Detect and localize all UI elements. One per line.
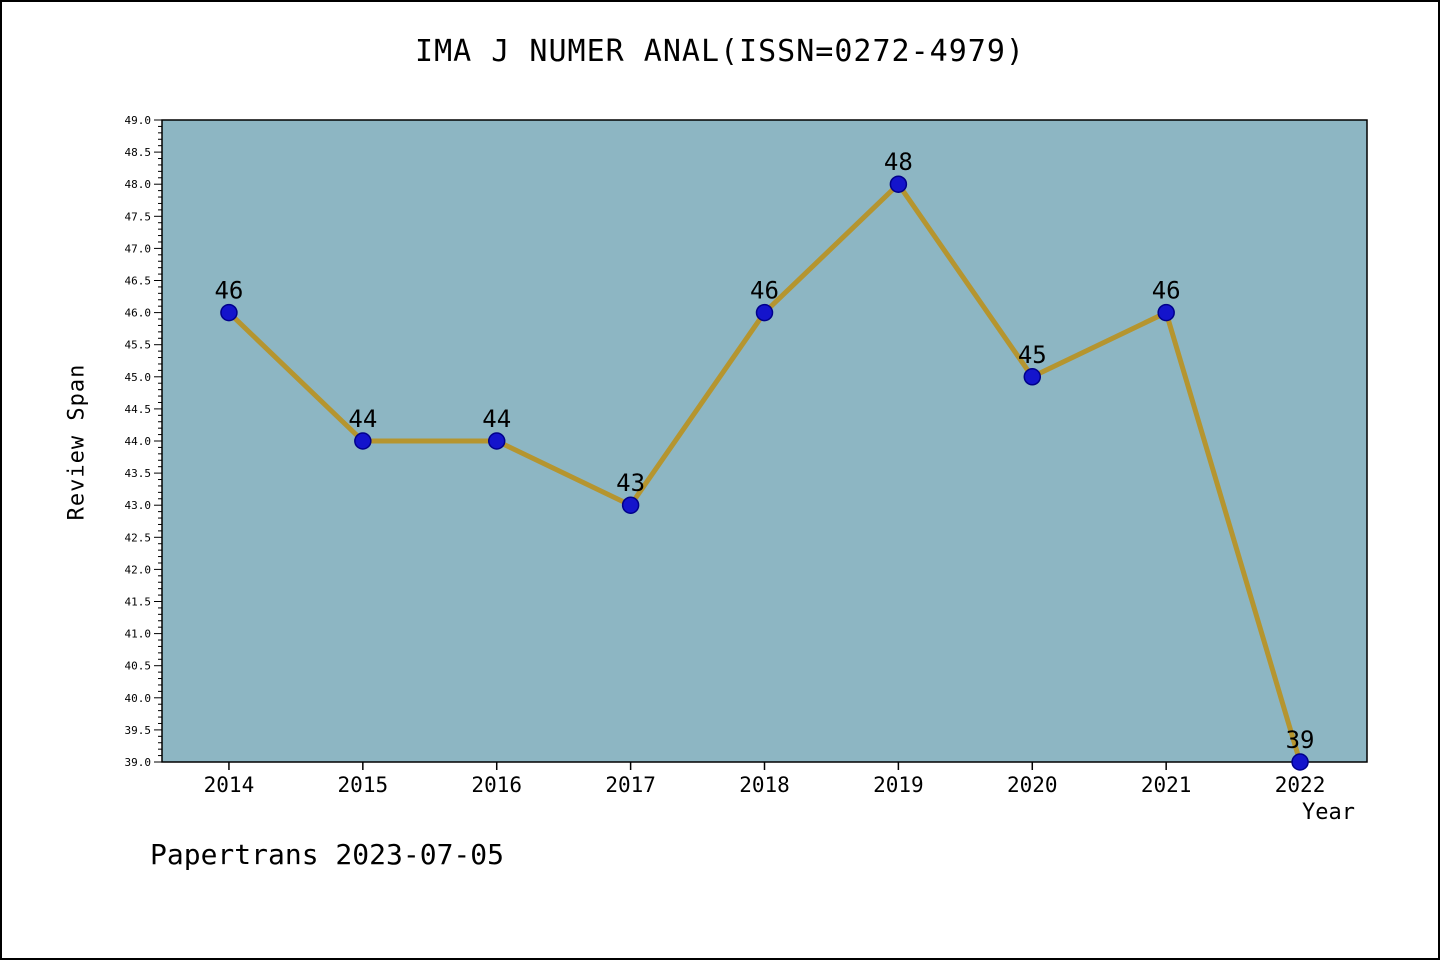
- y-tick-label: 44.5: [125, 403, 152, 416]
- data-point: [487, 432, 506, 450]
- y-tick-label: 40.5: [125, 660, 152, 673]
- y-tick-label: 45.5: [125, 339, 152, 352]
- x-tick-label: 2020: [1007, 773, 1058, 797]
- data-point: [621, 496, 640, 514]
- watermark-text: Papertrans 2023-07-05: [150, 838, 505, 871]
- data-point-label: 39: [1286, 726, 1315, 754]
- y-tick-label: 43.0: [125, 499, 152, 512]
- x-tick-label: 2016: [471, 773, 522, 797]
- data-point: [1157, 303, 1175, 322]
- y-tick-label: 42.0: [125, 563, 152, 576]
- y-tick-label: 49.0: [125, 114, 152, 127]
- y-tick-label: 47.5: [125, 210, 152, 223]
- x-tick-label: 2015: [338, 773, 389, 797]
- data-point: [755, 303, 774, 322]
- data-point: [220, 303, 238, 322]
- x-tick-label: 2021: [1141, 773, 1192, 797]
- data-point: [1291, 753, 1309, 771]
- x-tick-label: 2018: [739, 773, 790, 797]
- data-point: [354, 432, 372, 450]
- y-tick-label: 46.5: [125, 275, 152, 288]
- data-point-label: 44: [348, 405, 377, 433]
- y-tick-label: 47.0: [125, 242, 152, 255]
- y-tick-label: 39.5: [125, 724, 152, 737]
- y-tick-label: 48.5: [125, 146, 152, 159]
- data-point: [1023, 368, 1042, 386]
- plot-area: [161, 119, 1368, 763]
- y-tick-label: 43.5: [125, 467, 152, 480]
- y-tick-label: 44.0: [125, 435, 152, 448]
- data-point-label: 45: [1018, 341, 1047, 369]
- chart-title: IMA J NUMER ANAL(ISSN=0272-4979): [415, 34, 1025, 69]
- data-point-label: 43: [616, 469, 645, 497]
- x-tick-label: 2014: [204, 773, 255, 797]
- data-point: [889, 175, 908, 193]
- data-point-label: 48: [884, 148, 913, 176]
- x-tick-label: 2017: [605, 773, 656, 797]
- y-tick-label: 42.5: [125, 531, 152, 544]
- x-tick-label: 2019: [873, 773, 924, 797]
- y-tick-label: 41.5: [125, 596, 152, 609]
- y-tick-label: 41.0: [125, 628, 152, 641]
- data-point-label: 46: [750, 277, 779, 305]
- data-point-label: 46: [214, 277, 243, 305]
- x-tick-label: 2022: [1275, 773, 1326, 797]
- y-tick-label: 48.0: [125, 178, 152, 191]
- y-axis-label: Review Span: [64, 363, 90, 521]
- x-axis-label: Year: [1302, 800, 1355, 825]
- y-tick-label: 39.0: [125, 756, 152, 769]
- data-point-label: 44: [482, 405, 511, 433]
- y-tick-label: 40.0: [125, 692, 152, 705]
- data-point-label: 46: [1152, 277, 1181, 305]
- y-tick-label: 45.0: [125, 371, 152, 384]
- y-tick-label: 46.0: [125, 307, 152, 320]
